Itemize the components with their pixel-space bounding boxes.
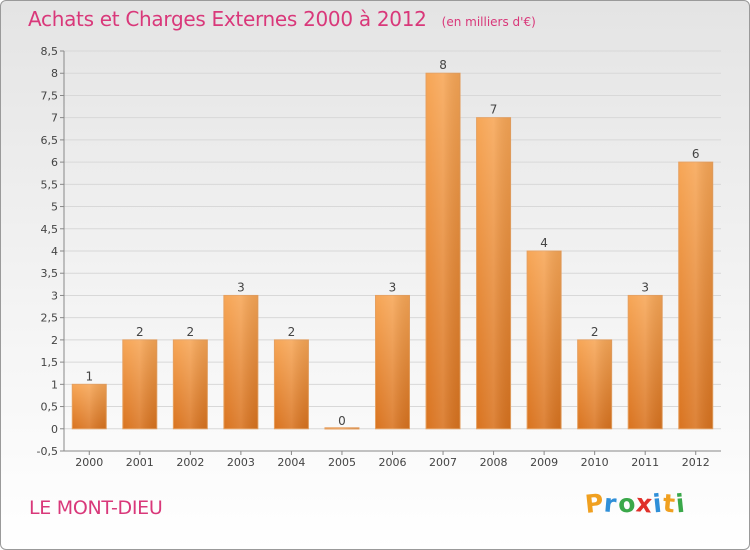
y-tick-label: 7: [51, 112, 58, 125]
data-labels: 1 2 2 3 2 0 3 8 7 4 2 3 6: [85, 58, 699, 428]
data-label: 3: [641, 280, 649, 294]
y-tick-label: 7,5: [41, 89, 59, 102]
bar-shade: [426, 73, 461, 429]
y-tick-label: 6: [51, 156, 58, 169]
y-tick-label: 8,5: [41, 45, 59, 58]
y-tick-label: 0: [51, 423, 58, 436]
bar-shade: [678, 162, 713, 429]
x-tick-label: 2008: [480, 456, 508, 469]
y-tick-label: 4: [51, 245, 58, 258]
bar-shade: [122, 339, 157, 429]
data-label: 2: [187, 325, 195, 339]
y-tick-label: 3,5: [41, 267, 59, 280]
data-label: 3: [389, 280, 397, 294]
data-label: 2: [136, 325, 144, 339]
x-tick-label: 2002: [176, 456, 204, 469]
x-tick-label: 2007: [429, 456, 457, 469]
chart-subtitle: (en milliers d'€): [441, 15, 536, 29]
x-tick-label: 2003: [227, 456, 255, 469]
y-tick-label: 8: [51, 67, 58, 80]
x-tick-label: 2005: [328, 456, 356, 469]
y-tick-label: 0,5: [41, 401, 59, 414]
y-tick-label: 4,5: [41, 223, 59, 236]
y-tick-label: 2: [51, 334, 58, 347]
y-tick-label: 2,5: [41, 312, 59, 325]
x-tick-label: 2004: [277, 456, 305, 469]
x-tick-label: 2011: [631, 456, 659, 469]
bar-shade: [72, 384, 107, 429]
bar-shade: [223, 295, 258, 429]
y-tick-label: 6,5: [41, 134, 59, 147]
x-tick-label: 2000: [75, 456, 103, 469]
data-label: 6: [692, 147, 700, 161]
y-tick-label: 5,5: [41, 178, 59, 191]
data-label: 2: [591, 325, 599, 339]
y-tick-label: 5: [51, 201, 58, 214]
data-label: 2: [288, 325, 296, 339]
bar-shade: [173, 339, 208, 429]
x-tick-label: 2009: [530, 456, 558, 469]
data-label: 3: [237, 280, 245, 294]
data-label: 7: [490, 103, 498, 117]
axes: -0,5 0 0,5 1 1,5 2 2,5 3 3,5 4 4,5 5 5,5 6 6,5 7 7,5 8 8,5…: [37, 45, 721, 469]
x-tick-label: 2001: [126, 456, 154, 469]
data-label: 4: [540, 236, 548, 250]
bar-shade: [375, 295, 410, 429]
bar-shade: [527, 251, 562, 429]
y-tick-label: 1,5: [41, 356, 59, 369]
bar-shade: [476, 117, 511, 429]
chart-title: Achats et Charges Externes 2000 à 2012: [28, 7, 427, 31]
bar-shade: [577, 339, 612, 429]
data-label: 8: [439, 58, 447, 72]
bar-shade: [628, 295, 663, 429]
y-tick-label: 1: [51, 378, 58, 391]
data-label: 1: [85, 369, 93, 383]
place-name: LE MONT-DIEU: [29, 497, 163, 519]
x-tick-label: 2006: [379, 456, 407, 469]
title-row: Achats et Charges Externes 2000 à 2012 (…: [28, 7, 536, 31]
y-tick-label: -0,5: [37, 445, 58, 458]
data-label: 0: [338, 414, 346, 428]
proxiti-logo: Proxiti: [584, 488, 687, 519]
bar-shade: [324, 427, 359, 429]
logo-letter: i: [674, 488, 687, 519]
x-tick-label: 2012: [682, 456, 710, 469]
x-tick-label: 2010: [581, 456, 609, 469]
y-tick-label: 3: [51, 289, 58, 302]
bar-shade: [274, 339, 309, 429]
bars: [71, 72, 714, 430]
